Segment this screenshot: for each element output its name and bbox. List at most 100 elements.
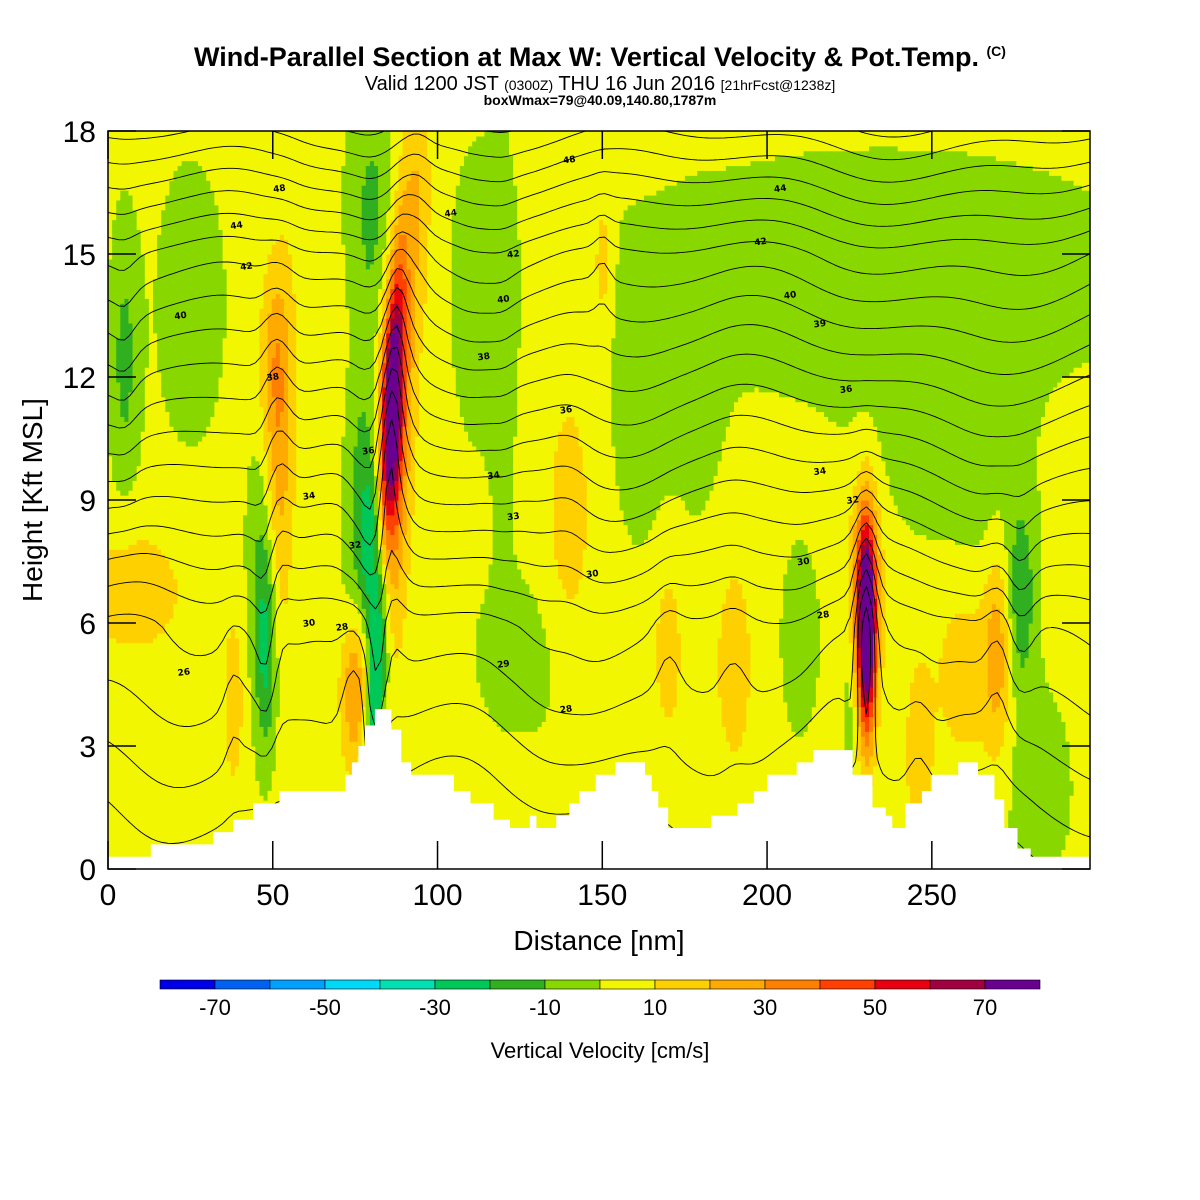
velocity-cell [378,559,383,565]
velocity-cell [1040,431,1090,437]
velocity-cell [390,317,404,324]
velocity-cell [418,219,432,226]
velocity-cell [345,160,371,167]
velocity-cell [108,598,179,604]
velocity-cell [390,662,477,668]
velocity-cell [615,450,723,457]
velocity-cell [296,308,351,314]
velocity-cell [856,721,862,727]
velocity-cell [508,140,1090,147]
velocity-cell [1004,539,1017,545]
velocity-cell [607,258,621,265]
velocity-cell [427,258,453,265]
velocity-cell [247,480,265,486]
velocity-cell [292,529,342,536]
velocity-cell [386,583,396,590]
contour-label-text: 36 [559,405,573,417]
velocity-cell [378,347,383,353]
velocity-cell [885,623,948,629]
velocity-cell [656,672,678,678]
velocity-cell [852,691,858,698]
velocity-cell [1012,839,1067,845]
velocity-cell [410,372,420,378]
velocity-cell [513,160,751,167]
velocity-cell [341,726,351,732]
velocity-cell [566,588,580,595]
velocity-cell [279,411,289,417]
velocity-cell [549,686,661,693]
velocity-cell [345,583,359,590]
velocity-cell [451,244,522,250]
velocity-cell [288,352,297,358]
velocity-cell [423,317,453,324]
velocity-cell [140,239,158,245]
velocity-cell [398,568,412,575]
velocity-cell [721,608,747,614]
colorbar-bin [434,979,491,990]
velocity-cell [120,386,134,393]
velocity-cell [378,431,383,437]
velocity-cell [725,736,743,742]
velocity-cell [296,377,346,383]
velocity-cell [873,421,1042,427]
velocity-cell [275,563,293,570]
velocity-cell [345,696,363,703]
velocity-cell [860,509,874,516]
velocity-cell [144,386,162,393]
velocity-cell [153,303,228,309]
velocity-cell [537,608,661,614]
velocity-cell [631,539,645,545]
velocity-cell [361,529,375,536]
velocity-cell [398,322,404,329]
velocity-cell [120,401,130,408]
velocity-cell [369,677,383,683]
velocity-cell [860,652,874,659]
velocity-cell [108,775,256,782]
velocity-cell [361,618,367,624]
velocity-cell [382,273,387,280]
velocity-cell [864,524,870,531]
velocity-cell [369,431,375,437]
velocity-cell [877,495,895,501]
velocity-cell [488,568,522,575]
velocity-cell [369,637,383,644]
velocity-cell [476,637,547,644]
velocity-cell [676,180,1075,186]
velocity-cell [431,185,457,191]
velocity-cell [410,337,416,344]
y-tick-label: 15 [63,239,96,272]
velocity-cell [271,637,277,644]
velocity-cell [288,460,297,467]
velocity-cell [267,623,273,629]
velocity-cell [345,150,391,157]
contour-label-text: 34 [302,491,316,503]
velocity-cell [108,175,175,181]
velocity-cell [378,563,383,570]
velocity-cell [247,662,256,668]
velocity-cell [345,755,359,762]
velocity-cell [451,224,518,230]
velocity-cell [553,544,588,550]
contour-label-text: 38 [266,372,280,384]
velocity-cell [709,495,854,501]
velocity-cell [271,691,281,698]
velocity-cell [210,421,265,427]
velocity-cell [108,401,121,408]
velocity-cell [144,377,162,383]
velocity-cell [656,637,682,644]
velocity-cell [361,603,371,609]
velocity-cell [848,539,854,545]
velocity-cell [721,455,866,462]
velocity-cell [349,313,379,319]
velocity-cell [345,155,391,162]
velocity-cell [418,185,432,191]
velocity-cell [1053,696,1090,703]
velocity-cell [361,209,379,216]
velocity-cell [386,426,400,432]
velocity-cell [279,416,289,422]
contour-label: 36 [559,405,573,417]
contour-label: 42 [507,249,521,261]
velocity-cell [414,509,494,516]
velocity-cell [181,160,199,167]
